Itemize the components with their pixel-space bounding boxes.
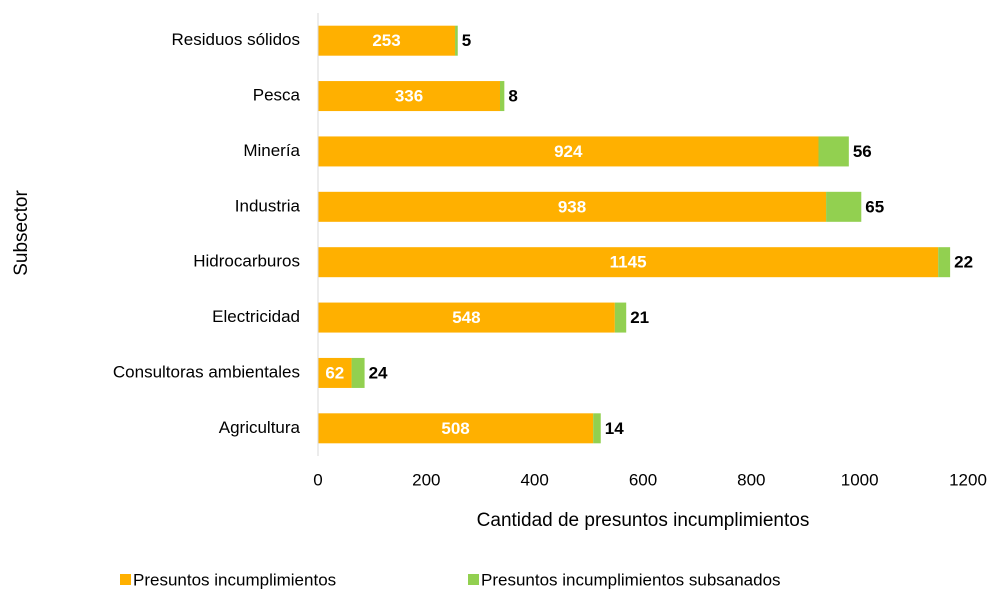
x-axis-label: Cantidad de presuntos incumplimientos [477, 510, 810, 531]
y-tick-label: Pesca [253, 86, 301, 105]
data-label: 924 [554, 142, 583, 161]
legend-label: Presuntos incumplimientos [133, 570, 336, 589]
data-label: 253 [372, 31, 400, 50]
y-tick-label: Agricultura [219, 418, 301, 437]
bar-segment [318, 25, 456, 56]
bar-segment [351, 357, 365, 388]
x-tick-label: 800 [737, 470, 765, 489]
bar-segment [318, 302, 615, 333]
data-label: 1145 [610, 253, 647, 272]
data-label: 14 [605, 419, 624, 438]
data-label: 65 [865, 197, 884, 216]
data-label: 336 [395, 87, 423, 106]
bar-segment [455, 25, 458, 56]
bar-segment [826, 191, 862, 222]
data-label: 5 [462, 31, 471, 50]
y-tick-label: Residuos sólidos [171, 30, 300, 49]
data-label: 24 [369, 363, 388, 382]
bar-segment [318, 247, 939, 278]
data-label: 8 [508, 87, 517, 106]
data-label: 22 [954, 253, 973, 272]
x-tick-label: 0 [313, 470, 322, 489]
y-axis-label: Subsector [11, 190, 32, 276]
data-label: 21 [630, 308, 649, 327]
x-tick-label: 600 [629, 470, 657, 489]
legend-swatch [468, 574, 479, 585]
legend-swatch [120, 574, 131, 585]
bar-segment [318, 136, 819, 167]
y-tick-label: Consultoras ambientales [113, 362, 300, 381]
data-label: 938 [558, 197, 586, 216]
bar-segment [318, 357, 352, 388]
x-tick-label: 1000 [841, 470, 879, 489]
bar-segment [318, 413, 594, 444]
y-tick-label: Industria [235, 196, 301, 215]
data-label: 548 [452, 308, 480, 327]
data-label: 62 [325, 363, 344, 382]
y-tick-label: Electricidad [212, 307, 300, 326]
bar-segment [593, 413, 601, 444]
bar-segment [938, 247, 951, 278]
legend-label: Presuntos incumplimientos subsanados [481, 570, 781, 589]
bar-segment [818, 136, 849, 167]
data-label: 56 [853, 142, 872, 161]
bar-segment [318, 81, 500, 112]
bar-segment [500, 81, 505, 112]
data-label: 508 [441, 419, 469, 438]
x-tick-label: 1200 [949, 470, 987, 489]
x-tick-label: 400 [520, 470, 548, 489]
x-tick-label: 200 [412, 470, 440, 489]
y-tick-label: Hidrocarburos [193, 252, 300, 271]
bar-segment [318, 191, 827, 222]
bar-segment [614, 302, 627, 333]
y-tick-label: Minería [243, 141, 300, 160]
